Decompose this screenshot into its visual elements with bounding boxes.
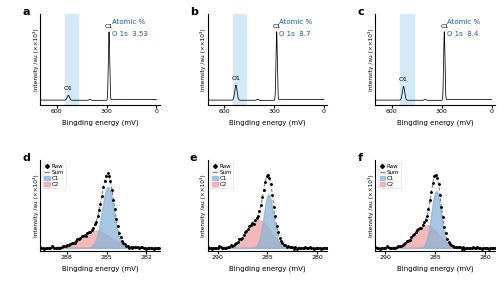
Bar (400, 14, 413, 105)
X-axis label: Bingding energy (mV): Bingding energy (mV) (397, 266, 473, 272)
Text: C1: C1 (105, 24, 113, 29)
Text: Atomic %: Atomic % (280, 19, 312, 25)
X-axis label: Bingding energy (mV): Bingding energy (mV) (229, 266, 306, 272)
Text: C1: C1 (440, 24, 448, 29)
Text: f: f (358, 152, 362, 162)
Bar (65, 14, 78, 105)
X-axis label: Bingding energy (mV): Bingding energy (mV) (62, 266, 138, 272)
Y-axis label: Intensity /au (××10³): Intensity /au (××10³) (32, 28, 38, 91)
Text: O 1s  8.4: O 1s 8.4 (447, 30, 478, 37)
X-axis label: Bingding energy (mV): Bingding energy (mV) (229, 120, 306, 127)
Legend: Raw, Sum, C1, C2: Raw, Sum, C1, C2 (43, 163, 66, 188)
Text: O1: O1 (64, 86, 72, 91)
Y-axis label: Intensity /au (××10³): Intensity /au (××10³) (200, 174, 206, 237)
Text: O1: O1 (399, 77, 408, 82)
Text: e: e (190, 152, 197, 162)
Legend: Raw, Sum, C1, C2: Raw, Sum, C1, C2 (378, 163, 401, 188)
Y-axis label: Intensity /au (××10³): Intensity /au (××10³) (200, 28, 206, 91)
Y-axis label: Intensity /au (××10³): Intensity /au (××10³) (368, 28, 374, 91)
Text: Atomic %: Atomic % (112, 19, 145, 25)
Text: C1: C1 (272, 24, 281, 29)
Y-axis label: Intensity /au (××10³): Intensity /au (××10³) (368, 174, 374, 237)
Y-axis label: Intensity /au (××10³): Intensity /au (××10³) (32, 174, 38, 237)
Legend: Raw, Sum, C1, C2: Raw, Sum, C1, C2 (210, 163, 234, 188)
Text: c: c (358, 7, 364, 17)
Text: O 1s  8.7: O 1s 8.7 (280, 30, 311, 37)
Text: O 1s  3.53: O 1s 3.53 (112, 30, 148, 37)
X-axis label: Bingding energy (mV): Bingding energy (mV) (397, 120, 473, 127)
Bar (232, 14, 246, 105)
Text: a: a (22, 7, 30, 17)
Text: d: d (22, 152, 30, 162)
Text: Atomic %: Atomic % (447, 19, 480, 25)
Text: O1: O1 (232, 76, 240, 81)
X-axis label: Bingding energy (mV): Bingding energy (mV) (62, 120, 138, 127)
Text: b: b (190, 7, 198, 17)
